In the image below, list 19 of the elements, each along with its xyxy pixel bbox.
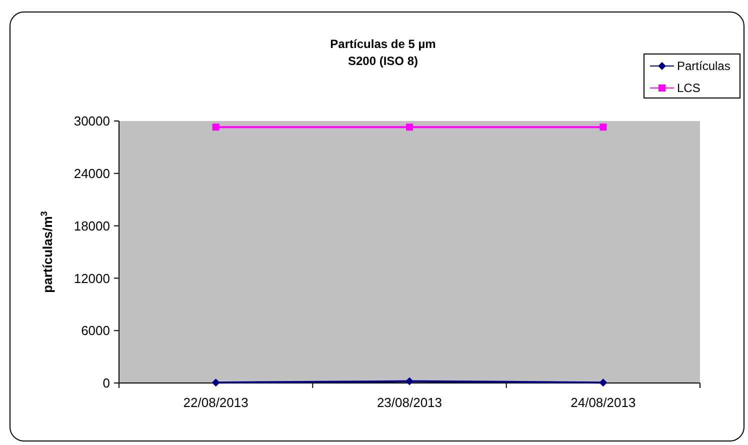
point <box>599 378 608 387</box>
legend-label: Partículas <box>677 59 730 74</box>
x-tick-label: 22/08/2013 <box>183 395 248 410</box>
y-tick-label: 24000 <box>74 166 110 181</box>
y-tick-label: 6000 <box>81 323 110 338</box>
point <box>212 378 220 387</box>
chart-subtitle: S200 (ISO 8) <box>348 54 418 68</box>
y-tick-label: 18000 <box>74 218 110 234</box>
y-tick-label: 30000 <box>74 114 110 129</box>
x-tick-label: 24/08/2013 <box>570 395 636 410</box>
point <box>212 124 220 131</box>
point <box>600 124 607 131</box>
point <box>406 124 413 131</box>
legend-label: LCS <box>677 81 700 96</box>
chart-title: Partículas de 5 µm <box>330 37 436 51</box>
y-tick-label: 0 <box>102 376 110 391</box>
point <box>406 377 414 386</box>
x-tick-label: 23/08/2013 <box>376 395 442 410</box>
y-tick-label: 12000 <box>74 270 110 286</box>
